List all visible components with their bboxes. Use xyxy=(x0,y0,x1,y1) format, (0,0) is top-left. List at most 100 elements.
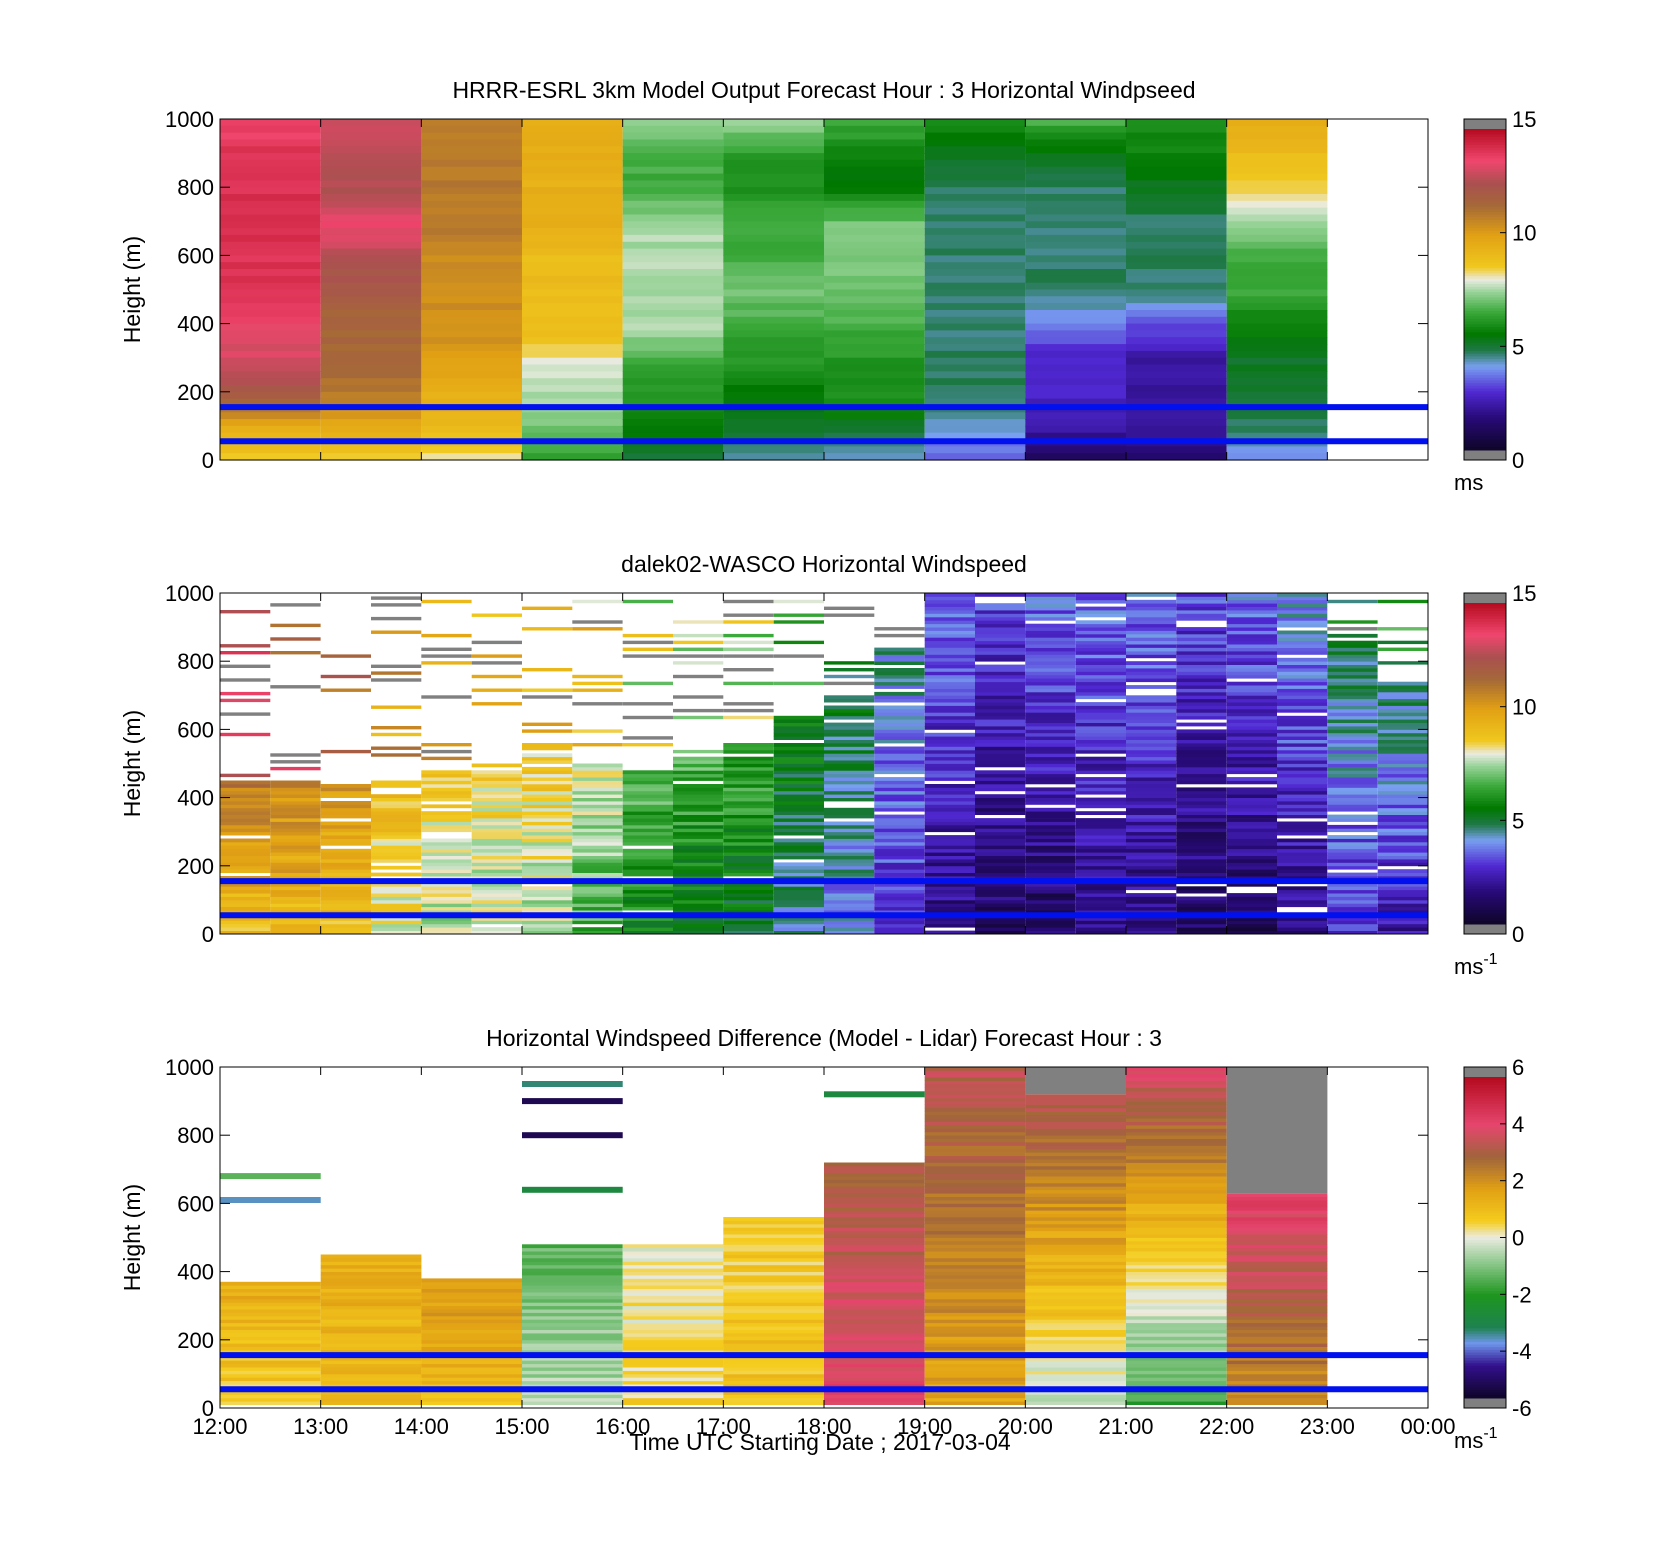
heatmap-cell xyxy=(522,282,623,291)
heatmap-cell xyxy=(622,640,673,645)
heatmap-cell xyxy=(1327,790,1378,795)
heatmap-cell xyxy=(220,811,271,815)
heatmap-cell xyxy=(723,310,824,318)
colorbar-step xyxy=(1464,683,1506,687)
heatmap-cell xyxy=(924,801,975,805)
heatmap-cell xyxy=(622,1356,724,1361)
heatmap-cell xyxy=(1126,821,1177,826)
heatmap-cell xyxy=(622,1251,724,1255)
heatmap-cell xyxy=(924,807,975,812)
heatmap-cell xyxy=(622,814,673,819)
heatmap-cell xyxy=(1327,644,1378,648)
heatmap-cell xyxy=(1226,736,1277,740)
heatmap-cell xyxy=(1226,1227,1328,1232)
heatmap-cell xyxy=(471,613,522,617)
heatmap-cell xyxy=(1126,275,1227,284)
colorbar-step xyxy=(1464,439,1506,443)
heatmap-cell xyxy=(1126,166,1227,175)
heatmap-cell xyxy=(1226,425,1328,434)
heatmap-cell xyxy=(874,882,925,887)
heatmap-cell xyxy=(824,760,875,764)
heatmap-cell xyxy=(1226,869,1277,873)
heatmap-cell xyxy=(924,180,1026,188)
heatmap-cell xyxy=(522,1384,623,1388)
x-tick-label: 22:00 xyxy=(1199,1414,1254,1439)
heatmap-cell xyxy=(773,876,824,880)
heatmap-cell xyxy=(320,828,371,833)
y-tick-label: 400 xyxy=(177,786,214,811)
heatmap-cell xyxy=(622,330,724,338)
heatmap-cell xyxy=(522,824,573,829)
heatmap-cell xyxy=(924,194,1026,202)
heatmap-cell xyxy=(220,1305,321,1310)
heatmap-cell xyxy=(622,385,724,393)
heatmap-cell xyxy=(1075,637,1126,642)
heatmap-cell xyxy=(1126,906,1177,911)
heatmap-cell xyxy=(924,357,1026,366)
heatmap-cell xyxy=(1176,872,1227,877)
heatmap-cell xyxy=(723,425,824,434)
heatmap-cell xyxy=(1126,828,1177,833)
heatmap-cell xyxy=(572,903,623,908)
heatmap-cell xyxy=(220,804,271,809)
colorbar-tick-label: -4 xyxy=(1512,1339,1532,1364)
heatmap-cell xyxy=(1126,1152,1227,1157)
heatmap-cell xyxy=(673,777,724,781)
heatmap-cell xyxy=(320,228,422,236)
heatmap-cell xyxy=(320,821,371,826)
heatmap-cell xyxy=(723,1339,824,1344)
heatmap-cell xyxy=(723,316,824,325)
heatmap-segment xyxy=(220,1173,321,1180)
heatmap-cell xyxy=(924,1319,1026,1324)
heatmap-cell xyxy=(1176,647,1227,652)
heatmap-cell xyxy=(723,654,774,658)
heatmap-cell xyxy=(1176,664,1227,669)
heatmap-cell xyxy=(1126,620,1177,625)
x-tick-label: 20:00 xyxy=(998,1414,1053,1439)
heatmap-cell xyxy=(220,412,321,420)
heatmap-cell xyxy=(320,350,422,359)
heatmap-cell xyxy=(1075,668,1126,672)
heatmap-cell xyxy=(270,865,321,870)
heatmap-cell xyxy=(723,1264,824,1269)
heatmap-cell xyxy=(874,691,925,696)
heatmap-cell xyxy=(673,845,724,850)
heatmap-cell xyxy=(824,1394,925,1399)
heatmap-cell xyxy=(1226,708,1277,713)
heatmap-cell xyxy=(975,695,1026,700)
heatmap-cell xyxy=(1176,715,1227,720)
heatmap-cell xyxy=(874,685,925,689)
heatmap-cell xyxy=(874,708,925,713)
heatmap-cell xyxy=(1377,889,1428,894)
heatmap-cell xyxy=(320,159,422,168)
heatmap-cell xyxy=(522,330,623,338)
heatmap-cell xyxy=(1176,695,1227,700)
heatmap-cell xyxy=(1126,790,1177,795)
colorbar-step xyxy=(1464,230,1506,234)
colorbar-step xyxy=(1464,891,1506,896)
heatmap-cell xyxy=(723,814,774,819)
heatmap-cell xyxy=(824,749,875,754)
heatmap-cell xyxy=(320,814,371,819)
heatmap-cell xyxy=(522,412,623,420)
heatmap-cell xyxy=(723,1295,824,1300)
heatmap-cell xyxy=(1126,1128,1227,1133)
heatmap-cell xyxy=(874,777,925,781)
colorbar-step xyxy=(1464,894,1506,898)
heatmap-cell xyxy=(1226,1298,1328,1303)
heatmap-cell xyxy=(824,310,925,318)
heatmap-cell xyxy=(874,784,925,788)
heatmap-cell xyxy=(320,296,422,304)
heatmap-cell xyxy=(1176,606,1227,611)
heatmap-cell xyxy=(1126,1114,1227,1119)
heatmap-cell xyxy=(924,1380,1026,1385)
heatmap-cell xyxy=(320,316,422,325)
heatmap-cell xyxy=(773,906,824,911)
heatmap-cell xyxy=(1126,289,1227,297)
heatmap-cell xyxy=(723,1230,824,1235)
heatmap-cell xyxy=(622,200,724,209)
heatmap-cell xyxy=(1126,865,1177,870)
heatmap-cell xyxy=(773,814,824,819)
heatmap-cell xyxy=(773,930,824,935)
heatmap-cell xyxy=(824,739,875,744)
